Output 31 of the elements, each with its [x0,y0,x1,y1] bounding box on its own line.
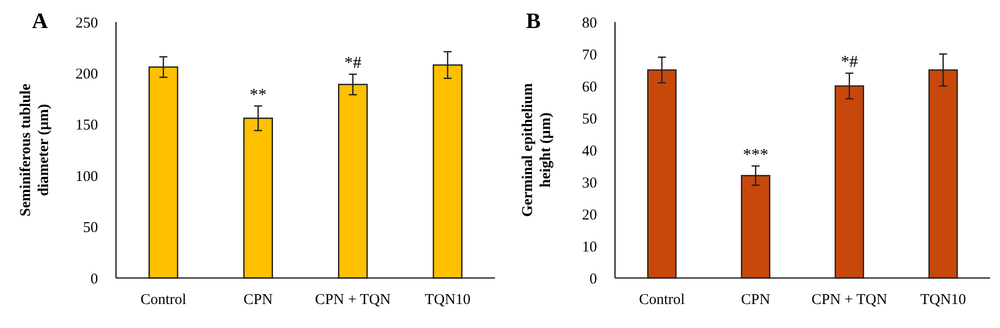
annotation: *# [840,52,858,72]
y-tick-label: 30 [582,175,597,192]
annotation: ** [250,84,267,104]
y-tick-label: 250 [76,15,98,32]
y-tick-label: 60 [582,79,597,96]
y-tick-label: 40 [582,143,597,160]
chart-title: B [526,8,541,33]
y-tick-label: 80 [582,15,597,32]
x-tick-label: Control [140,292,186,308]
y-tick-label: 0 [90,271,98,288]
y-tick-label: 100 [76,168,98,185]
y-tick-label: 0 [590,271,597,288]
x-tick-label: TQN10 [424,292,471,308]
y-tick-label: 50 [83,220,98,236]
x-tick-label: CPN + TQN [315,292,391,308]
x-tick-label: Control [638,292,685,308]
y-tick-label: 70 [582,47,597,64]
y-axis-title: Germinal epithelium height (µm) [520,82,554,217]
annotation: *# [344,53,362,72]
x-tick-label: TQN10 [920,292,966,308]
y-tick-label: 200 [76,66,98,82]
x-tick-label: CPN + TQN [812,292,888,308]
y-axis-title: Seminiferous tublule diameter (µm) [18,83,52,216]
y-tick-label: 150 [76,118,98,134]
x-tick-label: CPN [244,292,273,308]
y-tick-label: 20 [582,207,597,224]
x-tick-label: CPN [741,292,770,308]
annotation: *** [742,145,768,164]
chart-title: A [32,8,48,33]
y-tick-label: 10 [582,239,597,256]
y-tick-label: 50 [582,111,597,128]
